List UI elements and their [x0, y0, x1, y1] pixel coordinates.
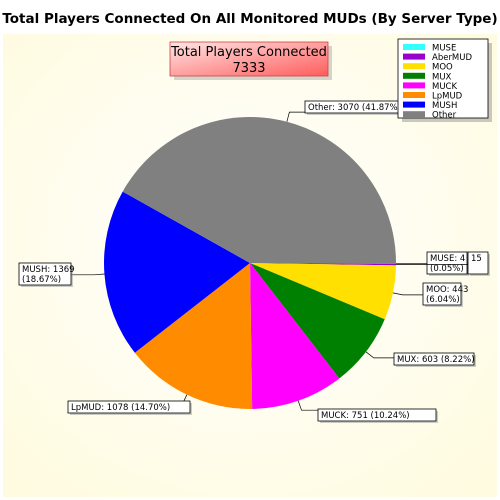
slice-label-text: Other: 3070 (41.87%)	[308, 103, 401, 113]
legend-item-abermud: AberMUD	[403, 53, 472, 63]
slice-label-text: MUSE: 4	[430, 254, 465, 264]
legend-swatch	[403, 44, 425, 50]
slice-label-text: (18.67%)	[22, 275, 61, 285]
legend-swatch	[403, 92, 425, 98]
slice-label-text: MOO: 443	[426, 285, 468, 295]
total-players-value: 7333	[232, 61, 265, 76]
legend-label: LpMUD	[432, 92, 463, 102]
leader-line	[297, 400, 318, 411]
legend-label: MUCK	[432, 82, 457, 92]
pie-slice-moo	[250, 263, 396, 320]
pie-slices	[104, 117, 397, 409]
legend-label: MUSH	[432, 101, 457, 111]
legend-swatch	[403, 53, 425, 60]
slice-label-abermud: 15	[395, 251, 490, 276]
slice-label-text: MUSH: 1369	[22, 265, 75, 275]
legend-item-muse: MUSE	[403, 44, 456, 54]
pie-slice-muse	[250, 263, 397, 264]
legend-item-other: Other	[403, 111, 457, 121]
slice-label-text: MUX: 603 (8.22%)	[397, 355, 475, 365]
legend-swatch	[403, 82, 425, 89]
pie-slice-other	[122, 117, 396, 264]
slice-label-mush: MUSH: 1369(18.67%)	[18, 262, 105, 287]
legend-item-mux: MUX	[403, 72, 452, 82]
legend-label: MOO	[432, 63, 453, 73]
legend-label: Other	[432, 111, 457, 121]
legend-item-muck: MUCK	[403, 82, 457, 92]
leader-line	[365, 351, 394, 359]
pie-slice-lpmud	[134, 263, 253, 409]
total-players-box: Total Players Connected 7333	[169, 41, 332, 80]
slice-label-muse: MUSE: 4(0.05%)	[396, 251, 469, 276]
legend-item-mush: MUSH	[403, 101, 457, 111]
slice-label-other: Other: 3070 (41.87%)	[286, 100, 427, 122]
leader-line	[71, 273, 105, 276]
legend-swatch	[403, 63, 425, 70]
slice-label-muck: MUCK: 751 (10.24%)	[297, 400, 438, 423]
legend-label: AberMUD	[432, 53, 472, 63]
leader-line	[286, 111, 305, 122]
total-players-label: Total Players Connected	[170, 45, 327, 60]
legend-swatch	[403, 72, 425, 79]
legend-label: MUX	[432, 72, 452, 82]
legend-item-moo: MOO	[403, 63, 453, 73]
pie-slice-mux	[250, 263, 385, 379]
leader-line	[392, 292, 423, 296]
slice-label-text: (6.04%)	[426, 295, 460, 305]
slice-label-text: LpMUD: 1078 (14.70%)	[71, 403, 170, 413]
legend-item-lpmud: LpMUD	[403, 92, 463, 102]
slice-label-text: 15	[471, 254, 482, 264]
slice-label-text: MUCK: 751 (10.24%)	[321, 411, 410, 421]
legend-label: MUSE	[432, 44, 456, 54]
pie-slice-mush	[104, 191, 250, 353]
slice-label-lpmud: LpMUD: 1078 (14.70%)	[67, 394, 192, 415]
pie-slice-muck	[250, 263, 340, 409]
legend-swatch	[403, 111, 425, 118]
slice-label-moo: MOO: 443(6.04%)	[392, 282, 468, 307]
slice-label-text: (0.05%)	[430, 264, 464, 274]
legend-swatch	[403, 101, 425, 108]
slice-label-mux: MUX: 603 (8.22%)	[365, 351, 476, 367]
pie-slice-abermud	[250, 263, 396, 266]
chart-title: Total Players Connected On All Monitored…	[2, 11, 497, 27]
